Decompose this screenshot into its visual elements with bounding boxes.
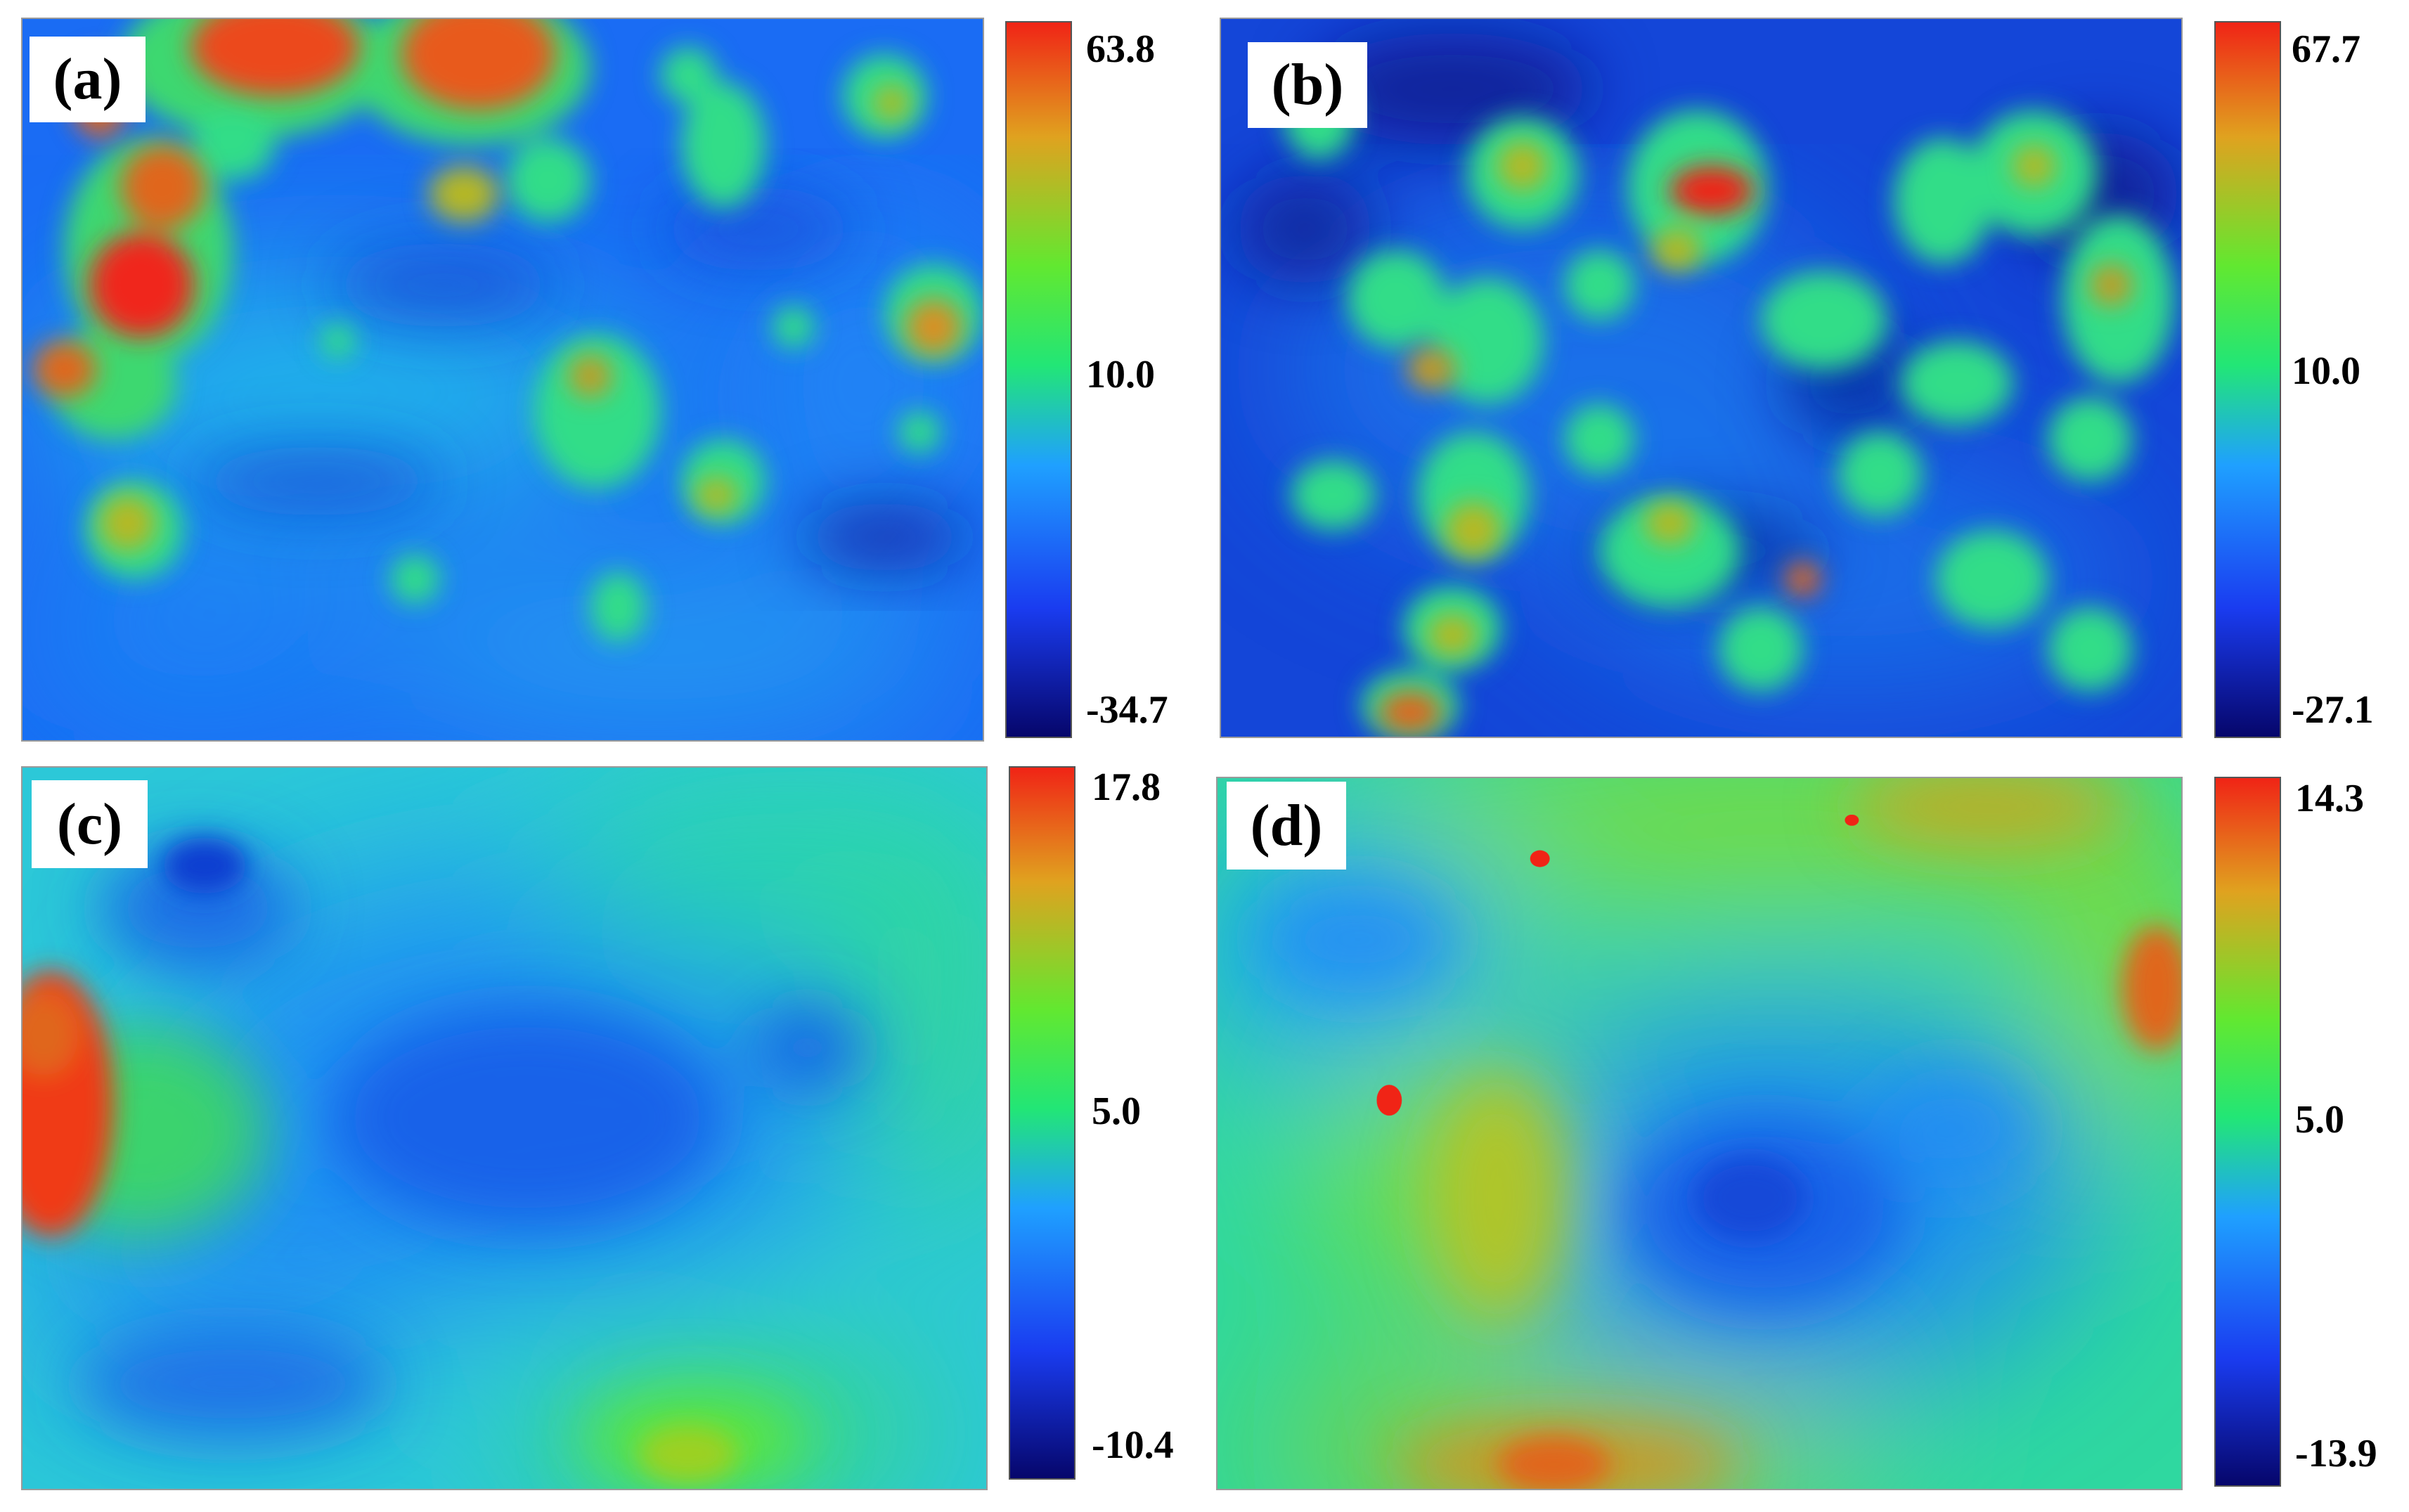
colorbar-a-mid-label: 10.0 bbox=[1086, 353, 1155, 396]
height-map-c bbox=[21, 766, 988, 1490]
colorbar-a-min-label: -34.7 bbox=[1086, 688, 1168, 732]
colorbar-a-max-label: 63.8 bbox=[1086, 27, 1155, 71]
colorbar-d-min-label: -13.9 bbox=[2295, 1432, 2377, 1475]
panel-label-a: (a) bbox=[30, 37, 146, 122]
colorbar-b-max-label: 67.7 bbox=[2292, 27, 2360, 71]
height-map-d bbox=[1216, 777, 2183, 1490]
colorbar-b-mid-label: 10.0 bbox=[2292, 349, 2360, 393]
colorbar-a bbox=[1005, 21, 1072, 738]
colorbar-c bbox=[1009, 766, 1076, 1480]
colorbar-b bbox=[2214, 21, 2281, 738]
panel-label-c: (c) bbox=[32, 780, 148, 868]
panel-label-d: (d) bbox=[1227, 782, 1346, 870]
height-map-b bbox=[1220, 18, 2183, 738]
colorbar-b-min-label: -27.1 bbox=[2292, 688, 2374, 732]
colorbar-c-mid-label: 5.0 bbox=[1092, 1090, 1141, 1133]
panel-label-b: (b) bbox=[1248, 42, 1367, 128]
colorbar-d-max-label: 14.3 bbox=[2295, 777, 2364, 820]
colorbar-c-min-label: -10.4 bbox=[1092, 1423, 1174, 1467]
colorbar-d-mid-label: 5.0 bbox=[2295, 1098, 2344, 1142]
height-map-a bbox=[21, 18, 984, 742]
colorbar-c-max-label: 17.8 bbox=[1092, 765, 1161, 809]
colorbar-d bbox=[2214, 777, 2281, 1487]
